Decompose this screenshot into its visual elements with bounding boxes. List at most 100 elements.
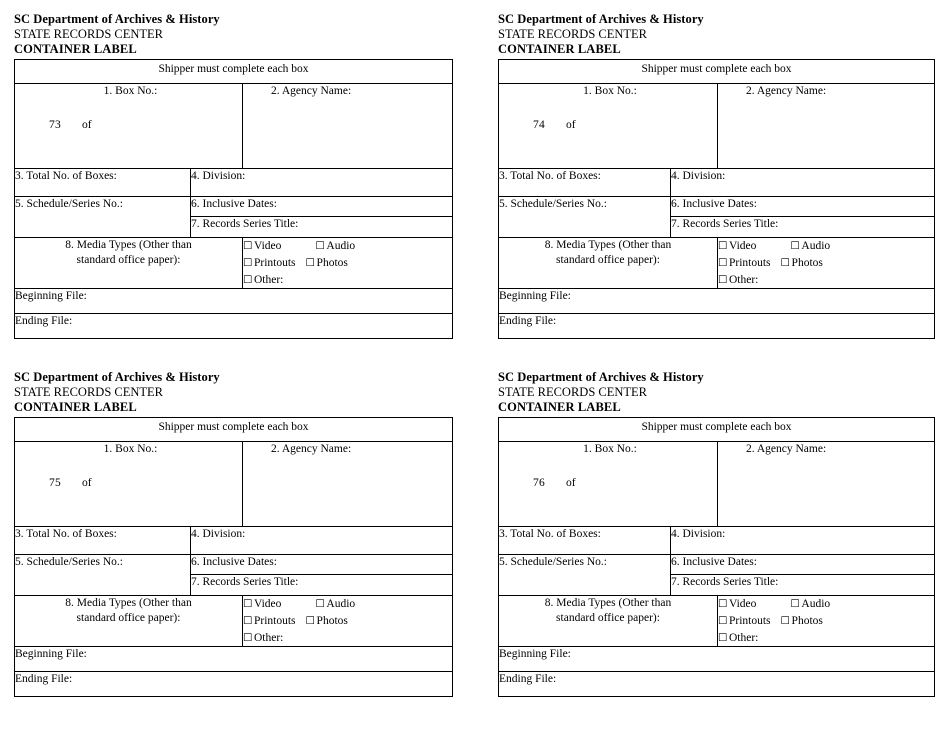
box-number-cell[interactable]: 1. Box No.: 74 of [498,83,718,170]
inclusive-dates-cell[interactable]: 6. Inclusive Dates: [669,196,936,218]
checkbox-photos-icon[interactable]: ☐ [780,614,790,627]
table-row-shipper-notice: Shipper must complete each box [13,417,454,443]
media-checkbox-group: ☐ Video ☐ Audio ☐ Printouts ☐ Photos ☐ Other: [241,595,454,648]
checkbox-row-printouts-photos: ☐ Printouts ☐ Photos [718,255,934,272]
checkbox-photos-icon[interactable]: ☐ [780,256,790,269]
box-number-cell[interactable]: 1. Box No.: 76 of [498,441,718,528]
shipper-notice-cell: Shipper must complete each box [13,417,454,443]
checkbox-row-printouts-photos: ☐ Printouts ☐ Photos [243,255,452,272]
box-number-label: 1. Box No.: [103,85,158,98]
media-types-label-line2: standard office paper): [76,611,181,624]
schedule-series-no-cell[interactable]: 5. Schedule/Series No.: [498,554,671,597]
checkbox-audio-icon[interactable]: ☐ [315,598,325,611]
checkbox-row-video-audio: ☐ Video ☐ Audio [718,238,934,255]
table-row-schedule-inclusive: 5. Schedule/Series No.: 6. Inclusive Dat… [14,196,454,239]
shipper-notice-cell: Shipper must complete each box [13,59,454,85]
checkbox-other-icon[interactable]: ☐ [243,273,253,286]
checkbox-video-icon[interactable]: ☐ [718,598,728,611]
box-number-of-label: of [565,118,576,131]
label-heading: SC Department of Archives & History STAT… [14,12,453,56]
agency-name-label: 2. Agency Name: [271,443,352,456]
checkbox-video-label: Video [254,598,282,611]
beginning-file-cell[interactable]: Beginning File: [497,288,936,315]
table-row-schedule-inclusive: 5. Schedule/Series No.: 6. Inclusive Dat… [498,196,936,239]
division-cell[interactable]: 4. Division: [669,168,936,198]
box-number-of-label: of [81,118,92,131]
box-number-cell[interactable]: 1. Box No.: 75 of [14,441,243,528]
checkbox-printouts-icon[interactable]: ☐ [718,614,728,627]
heading-organization: SC Department of Archives & History [14,370,220,384]
checkbox-photos-icon[interactable]: ☐ [305,614,315,627]
box-number-value: 73 [49,118,61,131]
checkbox-printouts-icon[interactable]: ☐ [243,614,253,627]
checkbox-other-icon[interactable]: ☐ [718,631,728,644]
division-cell[interactable]: 4. Division: [189,168,454,198]
ending-file-cell[interactable]: Ending File: [497,313,936,340]
schedule-series-no-cell[interactable]: 5. Schedule/Series No.: [498,196,671,239]
records-series-title-cell[interactable]: 7. Records Series Title: [669,216,936,239]
checkbox-video-icon[interactable]: ☐ [718,240,728,253]
container-label-top-left: SC Department of Archives & History STAT… [13,12,454,340]
checkbox-other-icon[interactable]: ☐ [718,273,728,286]
total-boxes-cell[interactable]: 3. Total No. of Boxes: [14,526,191,556]
checkbox-printouts-icon[interactable]: ☐ [243,256,253,269]
heading-organization: SC Department of Archives & History [498,12,704,26]
beginning-file-cell[interactable]: Beginning File: [13,288,454,315]
schedule-series-no-cell[interactable]: 5. Schedule/Series No.: [14,554,191,597]
checkbox-photos-label: Photos [316,614,348,627]
container-label-top-right: SC Department of Archives & History STAT… [497,12,936,340]
media-types-label-line2: standard office paper): [556,253,660,266]
media-types-label-line2: standard office paper): [76,253,181,266]
beginning-file-cell[interactable]: Beginning File: [13,646,454,673]
checkbox-audio-icon[interactable]: ☐ [790,240,800,253]
checkbox-row-video-audio: ☐ Video ☐ Audio [243,596,452,613]
checkbox-video-icon[interactable]: ☐ [243,598,253,611]
beginning-file-cell[interactable]: Beginning File: [497,646,936,673]
checkbox-other-label: Other: [254,273,284,286]
ending-file-cell[interactable]: Ending File: [497,671,936,698]
inclusive-dates-cell[interactable]: 6. Inclusive Dates: [669,554,936,576]
inclusive-dates-cell[interactable]: 6. Inclusive Dates: [189,196,454,218]
table-row-shipper-notice: Shipper must complete each box [497,417,936,443]
table-row-shipper-notice: Shipper must complete each box [13,59,454,85]
checkbox-audio-icon[interactable]: ☐ [315,240,325,253]
heading-organization: SC Department of Archives & History [14,12,220,26]
agency-name-cell[interactable]: 2. Agency Name: [716,441,936,528]
checkbox-video-icon[interactable]: ☐ [243,240,253,253]
records-series-title-cell[interactable]: 7. Records Series Title: [669,574,936,597]
table-row-total-division: 3. Total No. of Boxes: 4. Division: [14,168,454,198]
checkbox-other-icon[interactable]: ☐ [243,631,253,644]
ending-file-cell[interactable]: Ending File: [13,671,454,698]
checkbox-photos-icon[interactable]: ☐ [305,256,315,269]
division-cell[interactable]: 4. Division: [669,526,936,556]
total-boxes-cell[interactable]: 3. Total No. of Boxes: [498,168,671,198]
checkbox-video-label: Video [254,240,282,253]
container-label-form: Shipper must complete each box 1. Box No… [497,59,936,340]
checkbox-printouts-icon[interactable]: ☐ [718,256,728,269]
division-cell[interactable]: 4. Division: [189,526,454,556]
checkbox-audio-label: Audio [326,598,356,611]
ending-file-cell[interactable]: Ending File: [13,313,454,340]
schedule-series-no-cell[interactable]: 5. Schedule/Series No.: [14,196,191,239]
box-number-value-group: 76 of [499,476,717,490]
checkbox-audio-icon[interactable]: ☐ [790,598,800,611]
agency-name-cell[interactable]: 2. Agency Name: [241,83,454,170]
table-row-media-types: 8. Media Types (Other than standard offi… [14,237,454,290]
total-boxes-cell[interactable]: 3. Total No. of Boxes: [498,526,671,556]
inclusive-dates-cell[interactable]: 6. Inclusive Dates: [189,554,454,576]
box-number-cell[interactable]: 1. Box No.: 73 of [14,83,243,170]
table-row-total-division: 3. Total No. of Boxes: 4. Division: [498,526,936,556]
records-series-title-cell[interactable]: 7. Records Series Title: [189,574,454,597]
media-checkbox-group: ☐ Video ☐ Audio ☐ Printouts ☐ Photos ☐ Other: [716,595,936,648]
table-row-total-division: 3. Total No. of Boxes: 4. Division: [498,168,936,198]
agency-name-cell[interactable]: 2. Agency Name: [716,83,936,170]
box-number-of-label: of [565,476,576,489]
agency-name-cell[interactable]: 2. Agency Name: [241,441,454,528]
total-boxes-cell[interactable]: 3. Total No. of Boxes: [14,168,191,198]
table-row-ending-file: Ending File: [497,671,936,698]
records-series-title-cell[interactable]: 7. Records Series Title: [189,216,454,239]
checkbox-audio-label: Audio [801,240,831,253]
table-row-total-division: 3. Total No. of Boxes: 4. Division: [14,526,454,556]
media-types-label-line1: 8. Media Types (Other than [544,597,672,610]
